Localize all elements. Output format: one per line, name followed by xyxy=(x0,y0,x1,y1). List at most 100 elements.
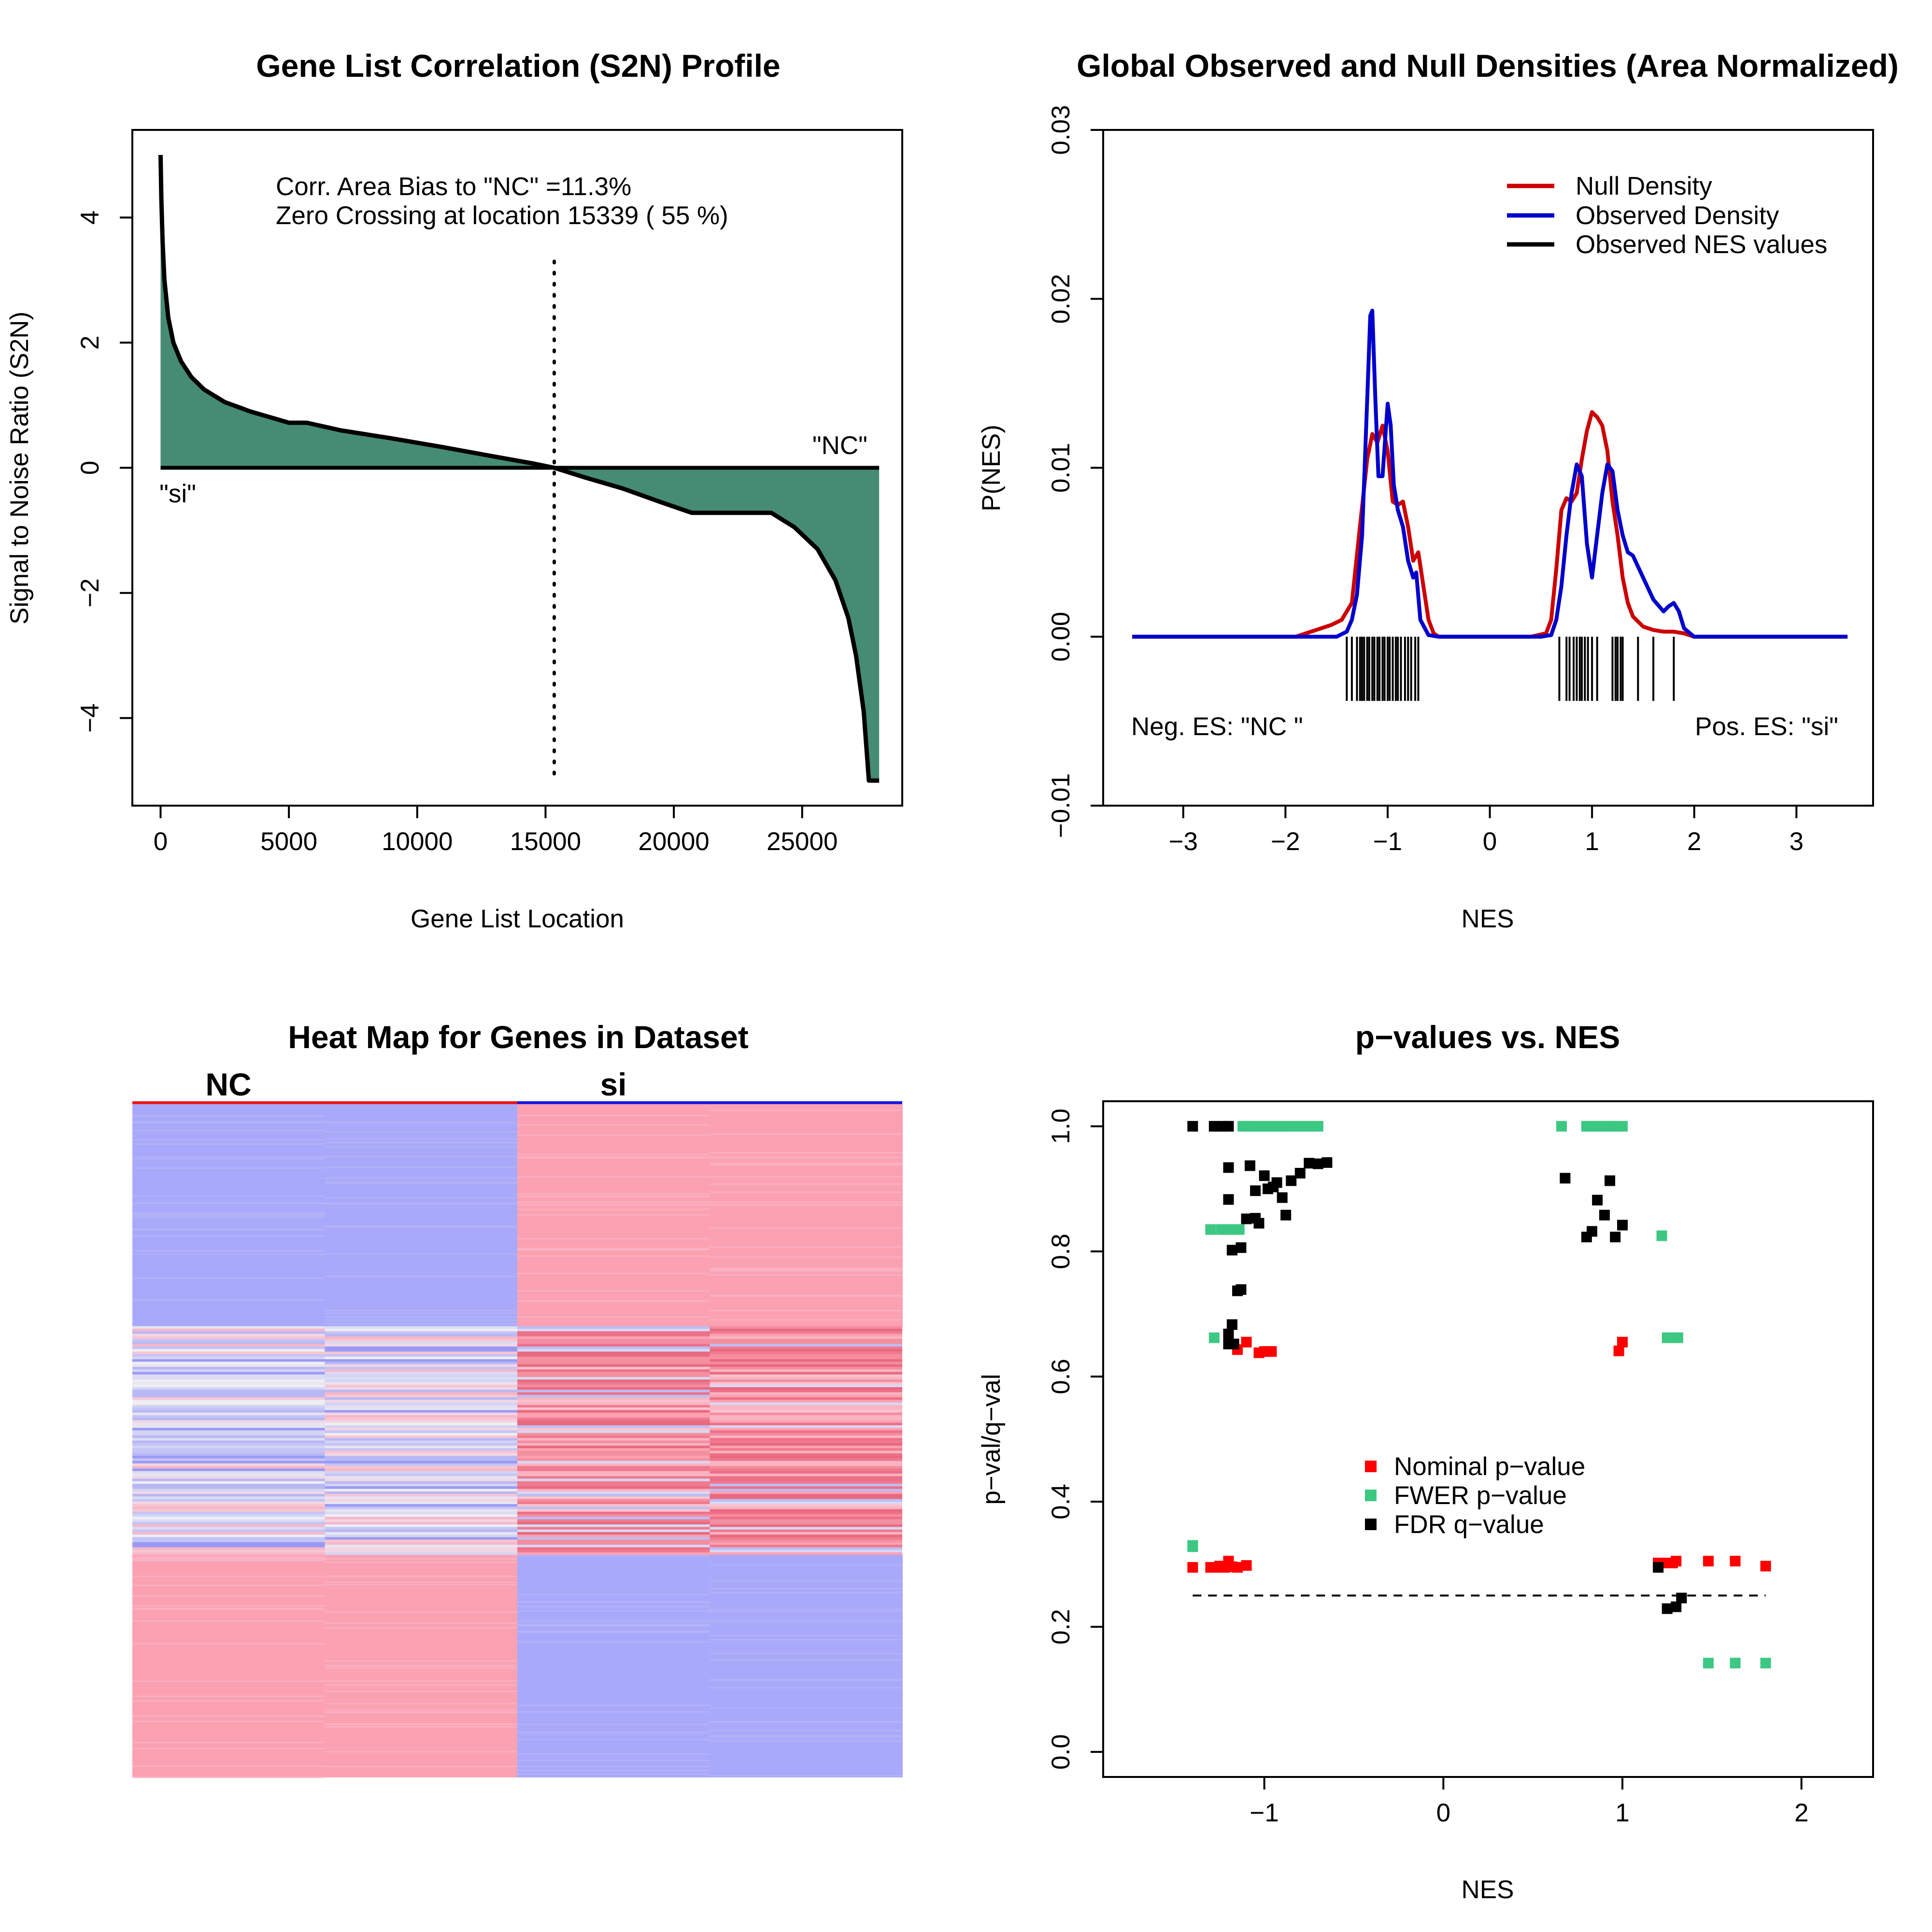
heatmap-row xyxy=(325,1527,517,1530)
heatmap-row xyxy=(325,1430,517,1434)
heatmap-row xyxy=(132,1328,325,1332)
heatmap-stripe xyxy=(517,1601,710,1603)
heatmap-row xyxy=(517,1511,710,1515)
heatmap-row xyxy=(517,1529,710,1533)
heatmap-stripe xyxy=(517,1290,710,1292)
heatmap-stripe xyxy=(710,1295,902,1297)
heatmap-row xyxy=(517,1542,710,1545)
heatmap-stripe xyxy=(325,1627,517,1629)
heatmap-stripe xyxy=(325,1309,517,1311)
heatmap-row xyxy=(710,1354,902,1357)
fwer-point xyxy=(1730,1658,1741,1669)
heatmap-row xyxy=(132,1402,325,1406)
heatmap-row xyxy=(325,1478,517,1482)
nominal-point xyxy=(1617,1336,1628,1348)
observed-nes-rug xyxy=(1346,637,1675,701)
heatmap-class-bar-nc xyxy=(132,1101,517,1104)
heatmap-row xyxy=(132,1405,325,1408)
heatmap-row xyxy=(517,1382,710,1385)
density-x-tick-label: −3 xyxy=(1169,827,1198,856)
heatmap-row xyxy=(710,1527,902,1530)
heatmap-row xyxy=(325,1349,517,1352)
heatmap-stripe xyxy=(132,1156,325,1158)
heatmap-stripe xyxy=(132,1695,325,1697)
heatmap-row xyxy=(325,1534,517,1538)
heatmap-row xyxy=(325,1392,517,1395)
heatmap-row xyxy=(710,1328,902,1332)
fdr-point xyxy=(1250,1185,1261,1196)
heatmap-row xyxy=(132,1466,325,1469)
heatmap-row xyxy=(325,1486,517,1490)
heatmap-row xyxy=(132,1354,325,1357)
heatmap-row xyxy=(325,1336,517,1339)
heatmap-row xyxy=(325,1369,517,1373)
heatmap-stripe xyxy=(325,1703,517,1705)
heatmap-row xyxy=(325,1394,517,1398)
heatmap-stripe xyxy=(517,1214,710,1216)
heatmap-title: Heat Map for Genes in Dataset xyxy=(288,1019,749,1055)
heatmap-stripe xyxy=(132,1299,325,1301)
heatmap-row xyxy=(517,1346,710,1350)
heatmap-stripe xyxy=(710,1151,902,1153)
heatmap-row xyxy=(517,1473,710,1477)
heatmap-stripe xyxy=(710,1246,902,1248)
heatmap-row xyxy=(710,1359,902,1362)
heatmap-stripe xyxy=(710,1164,902,1166)
heatmap-row xyxy=(517,1415,710,1418)
heatmap-stripe xyxy=(325,1253,517,1255)
heatmap-stripe xyxy=(325,1323,517,1325)
heatmap-row xyxy=(132,1384,325,1388)
fdr-point xyxy=(1228,1338,1239,1350)
heatmap-row xyxy=(517,1392,710,1395)
heatmap-row xyxy=(710,1471,902,1474)
heatmap-row xyxy=(710,1336,902,1339)
heatmap-row xyxy=(517,1483,710,1487)
heatmap-row xyxy=(325,1521,517,1525)
heatmap-row xyxy=(710,1456,902,1459)
fwer-point xyxy=(1208,1332,1220,1343)
heatmap-row xyxy=(517,1344,710,1347)
fdr-point xyxy=(1223,1121,1234,1132)
heatmap-row xyxy=(132,1372,325,1375)
heatmap-row xyxy=(325,1354,517,1357)
heatmap-row xyxy=(517,1410,710,1413)
heatmap-stripe xyxy=(517,1605,710,1607)
heatmap-row xyxy=(132,1471,325,1474)
fdr-point xyxy=(1662,1603,1673,1614)
heatmap-stripe xyxy=(325,1181,517,1183)
heatmap-row xyxy=(132,1400,325,1403)
fdr-point xyxy=(1236,1284,1247,1295)
heatmap-row xyxy=(517,1506,710,1510)
heatmap-stripe xyxy=(132,1700,325,1702)
fwer-point xyxy=(1760,1658,1771,1669)
heatmap-stripe xyxy=(132,1167,325,1169)
heatmap-row xyxy=(517,1552,710,1555)
heatmap-row xyxy=(132,1418,325,1421)
heatmap-column-nc: NC xyxy=(205,1066,251,1102)
heatmap-row xyxy=(517,1521,710,1525)
heatmap-stripe xyxy=(325,1558,517,1560)
heatmap-row xyxy=(517,1407,710,1410)
fdr-point xyxy=(1653,1562,1664,1573)
heatmap-row xyxy=(325,1483,517,1487)
heatmap-row xyxy=(517,1549,710,1553)
heatmap-row xyxy=(517,1458,710,1462)
heatmap-row xyxy=(132,1446,325,1449)
heatmap-stripe xyxy=(710,1270,902,1272)
heatmap-row xyxy=(517,1524,710,1528)
heatmap-stripe xyxy=(132,1130,325,1132)
heatmap-stripe xyxy=(132,1765,325,1767)
heatmap-row xyxy=(132,1519,325,1522)
heatmap-stripe xyxy=(517,1153,710,1155)
heatmap-stripe xyxy=(710,1256,902,1258)
heatmap-stripe xyxy=(710,1176,902,1178)
heatmap-row xyxy=(325,1499,517,1502)
fdr-point xyxy=(1312,1158,1323,1169)
fdr-point xyxy=(1253,1218,1264,1229)
heatmap-row xyxy=(325,1547,517,1550)
heatmap-stripe xyxy=(132,1559,325,1561)
heatmap-stripe xyxy=(132,1608,325,1610)
heatmap-stripe xyxy=(132,1115,325,1117)
heatmap-row xyxy=(132,1537,325,1540)
heatmap-stripe xyxy=(325,1690,517,1692)
